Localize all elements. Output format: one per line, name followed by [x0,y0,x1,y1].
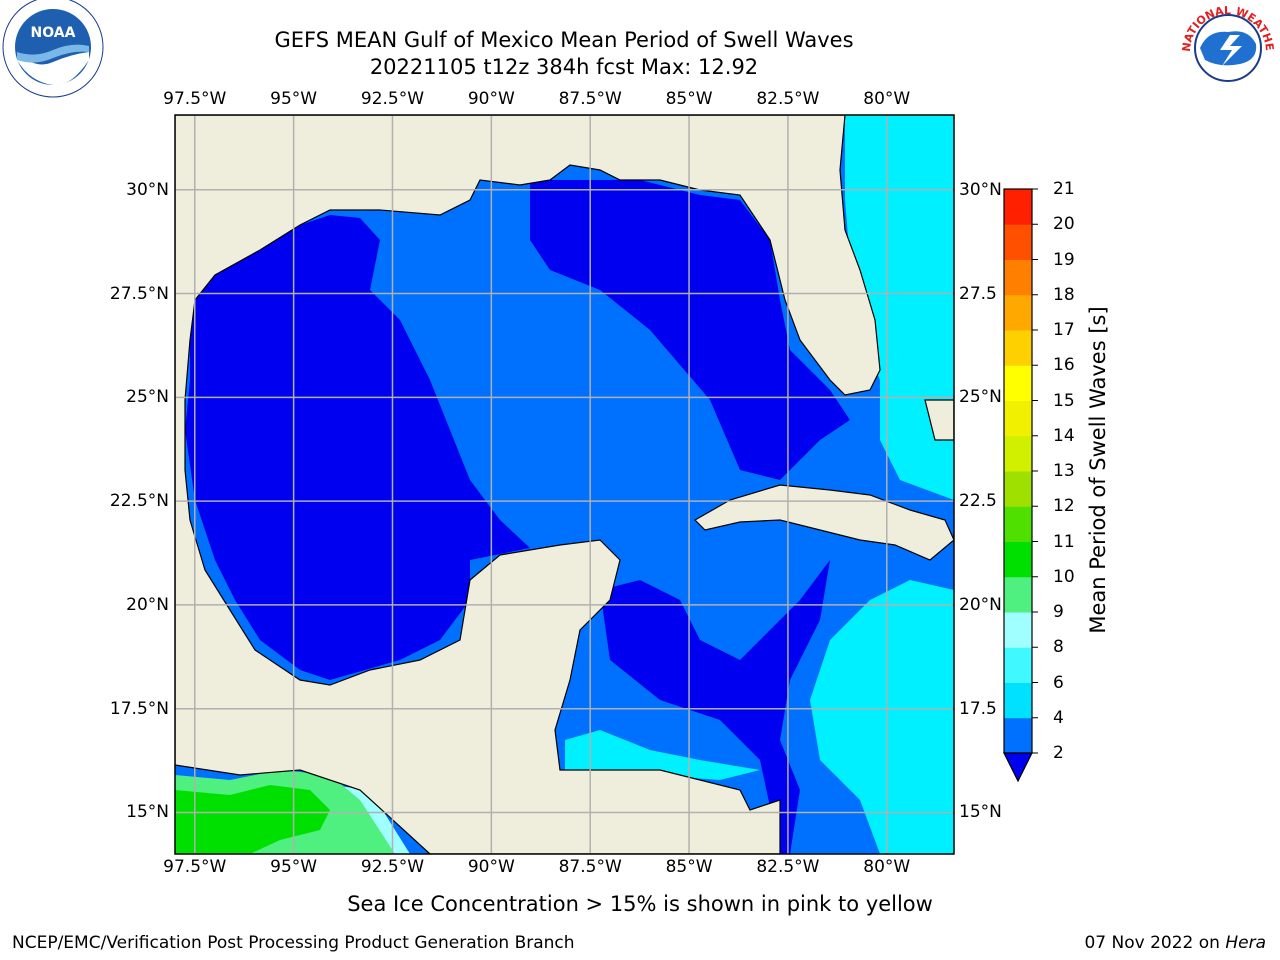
sea-ice-note: Sea Ice Concentration > 15% is shown in … [347,892,933,916]
colorbar-tick-label: 12 [1053,496,1075,517]
deep-blue-region-south [600,560,830,854]
lat-tick-label-right: 30°N [959,179,1002,200]
colorbar-tick-label: 21 [1053,179,1075,199]
colorbar-tick-label: 9 [1053,602,1064,622]
colorbar-segment [1004,365,1032,401]
lon-tick-label: 90°W [467,89,515,109]
lon-tick-label: 95°W [270,89,318,109]
lon-tick-label: 80°W [863,89,911,109]
lat-tick-label-left: 27.5°N [109,283,169,304]
lon-tick-label: 80°W [863,857,911,877]
colorbar-segment [1004,330,1032,366]
colorbar-segment [1004,541,1032,578]
colorbar-title: Mean Period of Swell Waves [s] [1086,306,1110,634]
lon-tick-label: 97.5°W [163,89,227,109]
colorbar [1003,188,1038,783]
lon-tick-label: 92.5°W [360,857,425,877]
colorbar-segment [1004,224,1032,260]
lon-tick-label: 87.5°W [558,857,622,877]
colorbar-tick-label: 15 [1053,390,1075,411]
lon-tick-label: 85°W [665,857,713,877]
colorbar-tick-label: 13 [1053,461,1075,481]
generation-date: 07 Nov 2022 on Hera [1084,933,1266,953]
cyan-region-bay [565,730,760,780]
machine-name: Hera [1225,933,1266,953]
lat-tick-label-left: 17.5°N [109,698,169,719]
colorbar-tick-label: 8 [1053,637,1064,658]
chart-title-line1: GEFS MEAN Gulf of Mexico Mean Period of … [274,28,854,52]
colorbar-tick-label: 6 [1053,672,1064,693]
colorbar-tick-label: 2 [1053,743,1064,763]
lat-tick-label-left: 15°N [126,802,169,823]
bright-green-region-pacific [175,785,330,854]
land [175,115,954,854]
colorbar-segment [1004,576,1032,613]
colorbar-segment [1004,294,1032,331]
lat-tick-label-right: 27.5 [959,283,997,304]
colorbar-under-arrow [1003,752,1033,783]
lat-tick-label-right: 22.5 [959,491,997,512]
lon-tick-label: 95°W [270,857,318,877]
lat-tick-label-left: 30°N [126,179,169,200]
date-text: 07 Nov 2022 on [1084,933,1220,953]
colorbar-segment [1004,259,1032,296]
lon-tick-label: 85°W [665,89,713,109]
map-gridlines [175,115,954,854]
map-frame [174,114,955,855]
colorbar-segment [1004,189,1032,225]
lat-tick-label-right: 25°N [959,387,1002,408]
cyan-region-east [810,115,954,854]
lon-tick-label: 87.5°W [558,89,622,109]
lat-tick-label-left: 20°N [126,594,169,615]
colorbar-segment [1004,400,1032,437]
colorbar-tick-label: 14 [1053,425,1075,446]
org-credit: NCEP/EMC/Verification Post Processing Pr… [12,933,575,953]
lon-tick-label: 82.5°W [756,89,820,109]
chart-title-line2: 20221105 t12z 384h fcst Max: 12.92 [369,55,759,79]
colorbar-segment [1004,506,1032,542]
colorbar-tick-label: 4 [1053,707,1064,728]
colorbar-segment [1004,682,1032,719]
lon-tick-label: 92.5°W [360,89,425,109]
lat-tick-label-left: 25°N [126,387,169,408]
colorbar-segment [1004,471,1032,507]
deep-blue-region-west [185,215,530,680]
lat-tick-label-right: 15°N [959,802,1002,823]
lat-tick-label-right: 17.5 [959,698,997,719]
lon-tick-label: 97.5°W [163,857,227,877]
lat-tick-label-left: 22.5°N [109,491,169,512]
lon-tick-label: 90°W [467,857,515,877]
colorbar-tick-label: 18 [1053,284,1075,305]
colorbar-segment [1004,435,1032,472]
lat-tick-label-right: 20°N [959,594,1002,615]
lon-tick-label: 82.5°W [756,857,820,877]
colorbar-tick-label: 11 [1053,531,1075,552]
colorbar-tick-label: 10 [1053,566,1075,587]
colorbar-tick-label: 19 [1053,249,1075,270]
colorbar-tick-label: 17 [1053,320,1075,340]
colorbar-segment [1004,612,1032,648]
colorbar-tick-label: 16 [1053,355,1075,376]
colorbar-tick-label: 20 [1053,214,1075,235]
colorbar-segment [1004,717,1032,754]
deep-blue-region-northeast [530,180,850,480]
colorbar-segment [1004,647,1032,683]
